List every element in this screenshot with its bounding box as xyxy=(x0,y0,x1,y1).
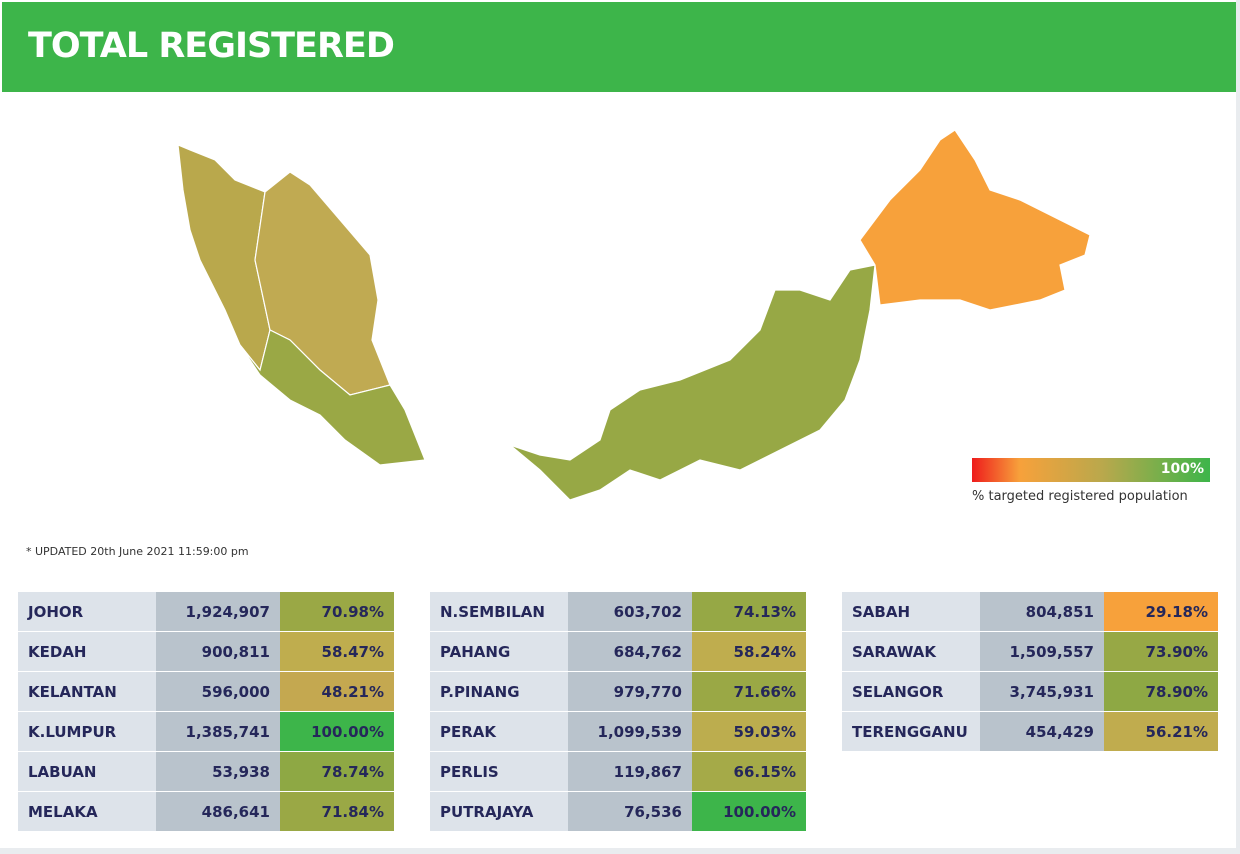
registered-count: 119,867 xyxy=(568,752,692,791)
legend-bar: 100% xyxy=(972,458,1210,482)
percent-cell: 78.74% xyxy=(280,752,394,791)
table-row: PUTRAJAYA 76,536 100.00% xyxy=(430,792,806,831)
registered-count: 603,702 xyxy=(568,592,692,631)
state-name: SARAWAK xyxy=(842,632,980,671)
state-name: MELAKA xyxy=(18,792,156,831)
table-row: K.LUMPUR 1,385,741 100.00% xyxy=(18,712,394,751)
percent-cell: 71.84% xyxy=(280,792,394,831)
region-south xyxy=(239,329,426,466)
table-row: JOHOR 1,924,907 70.98% xyxy=(18,592,394,631)
percent-cell: 73.90% xyxy=(1104,632,1218,671)
percent-cell: 74.13% xyxy=(692,592,806,631)
percent-cell: 66.15% xyxy=(692,752,806,791)
state-name: KEDAH xyxy=(18,632,156,671)
registered-count: 596,000 xyxy=(156,672,280,711)
state-name: LABUAN xyxy=(18,752,156,791)
table-row: KELANTAN 596,000 48.21% xyxy=(18,672,394,711)
table-row: MELAKA 486,641 71.84% xyxy=(18,792,394,831)
registered-count: 454,429 xyxy=(980,712,1104,751)
state-table: N.SEMBILAN 603,702 74.13% PAHANG 684,762 58.2… xyxy=(430,591,806,832)
percent-cell: 58.24% xyxy=(692,632,806,671)
registered-count: 684,762 xyxy=(568,632,692,671)
percent-cell: 48.21% xyxy=(280,672,394,711)
legend-max: 100% xyxy=(1160,461,1204,477)
state-name: PAHANG xyxy=(430,632,568,671)
region-sarawak xyxy=(509,264,876,501)
percent-cell: 59.03% xyxy=(692,712,806,751)
state-name: P.PINANG xyxy=(430,672,568,711)
registered-count: 1,509,557 xyxy=(980,632,1104,671)
percent-cell: 29.18% xyxy=(1104,592,1218,631)
state-name: JOHOR xyxy=(18,592,156,631)
table-row: SELANGOR 3,745,931 78.90% xyxy=(842,672,1218,711)
state-name: TERENGGANU xyxy=(842,712,980,751)
registered-count: 979,770 xyxy=(568,672,692,711)
percent-cell: 100.00% xyxy=(692,792,806,831)
registered-count: 486,641 xyxy=(156,792,280,831)
registered-count: 804,851 xyxy=(980,592,1104,631)
registered-count: 900,811 xyxy=(156,632,280,671)
percent-cell: 71.66% xyxy=(692,672,806,711)
registered-count: 1,385,741 xyxy=(156,712,280,751)
state-name: PUTRAJAYA xyxy=(430,792,568,831)
state-table: SABAH 804,851 29.18% SARAWAK 1,509,557 73.90%… xyxy=(842,591,1218,752)
registered-count: 53,938 xyxy=(156,752,280,791)
state-table: JOHOR 1,924,907 70.98% KEDAH 900,811 58.47% KE… xyxy=(18,591,394,832)
table-row: SARAWAK 1,509,557 73.90% xyxy=(842,632,1218,671)
state-name: SELANGOR xyxy=(842,672,980,711)
table-row: TERENGGANU 454,429 56.21% xyxy=(842,712,1218,751)
registered-count: 1,924,907 xyxy=(156,592,280,631)
percent-cell: 56.21% xyxy=(1104,712,1218,751)
table-row: PAHANG 684,762 58.24% xyxy=(430,632,806,671)
table-row: PERAK 1,099,539 59.03% xyxy=(430,712,806,751)
map xyxy=(177,129,1091,501)
registered-count: 1,099,539 xyxy=(568,712,692,751)
region-sabah xyxy=(859,129,1091,311)
table-row: LABUAN 53,938 78.74% xyxy=(18,752,394,791)
table-row: SABAH 804,851 29.18% xyxy=(842,592,1218,631)
legend-caption: % targeted registered population xyxy=(972,489,1188,504)
table-row: PERLIS 119,867 66.15% xyxy=(430,752,806,791)
table-row: N.SEMBILAN 603,702 74.13% xyxy=(430,592,806,631)
percent-cell: 100.00% xyxy=(280,712,394,751)
state-name: PERLIS xyxy=(430,752,568,791)
table-row: P.PINANG 979,770 71.66% xyxy=(430,672,806,711)
state-name: PERAK xyxy=(430,712,568,751)
state-name: SABAH xyxy=(842,592,980,631)
registered-count: 3,745,931 xyxy=(980,672,1104,711)
state-name: K.LUMPUR xyxy=(18,712,156,751)
table-row: KEDAH 900,811 58.47% xyxy=(18,632,394,671)
updated-note: * UPDATED 20th June 2021 11:59:00 pm xyxy=(26,545,249,558)
state-name: N.SEMBILAN xyxy=(430,592,568,631)
registered-count: 76,536 xyxy=(568,792,692,831)
title: TOTAL REGISTERED xyxy=(28,26,395,66)
percent-cell: 78.90% xyxy=(1104,672,1218,711)
header: TOTAL REGISTERED xyxy=(2,2,1236,92)
state-name: KELANTAN xyxy=(18,672,156,711)
percent-cell: 58.47% xyxy=(280,632,394,671)
percent-cell: 70.98% xyxy=(280,592,394,631)
